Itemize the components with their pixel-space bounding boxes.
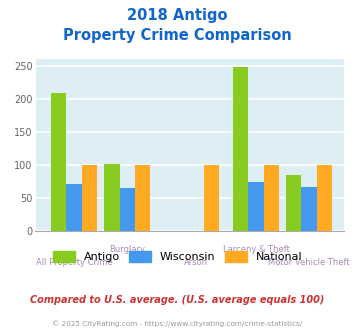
Text: Compared to U.S. average. (U.S. average equals 100): Compared to U.S. average. (U.S. average …: [30, 295, 325, 305]
Bar: [317, 165, 332, 231]
Text: Arson: Arson: [184, 258, 208, 267]
Text: © 2025 CityRating.com - https://www.cityrating.com/crime-statistics/: © 2025 CityRating.com - https://www.city…: [53, 320, 302, 327]
Text: Motor Vehicle Theft: Motor Vehicle Theft: [268, 258, 350, 267]
Text: Larceny & Theft: Larceny & Theft: [223, 245, 289, 254]
Legend: Antigo, Wisconsin, National: Antigo, Wisconsin, National: [48, 247, 307, 267]
Bar: [286, 175, 301, 231]
Bar: [104, 164, 120, 231]
Bar: [301, 187, 317, 231]
Bar: [204, 165, 219, 231]
Text: Burglary: Burglary: [109, 245, 145, 254]
Bar: [120, 188, 135, 231]
Bar: [248, 182, 264, 231]
Text: Property Crime Comparison: Property Crime Comparison: [63, 28, 292, 43]
Text: 2018 Antigo: 2018 Antigo: [127, 8, 228, 23]
Bar: [82, 165, 97, 231]
Bar: [264, 165, 279, 231]
Bar: [135, 165, 151, 231]
Bar: [66, 184, 82, 231]
Bar: [51, 93, 66, 231]
Text: All Property Crime: All Property Crime: [36, 258, 113, 267]
Bar: [233, 67, 248, 231]
